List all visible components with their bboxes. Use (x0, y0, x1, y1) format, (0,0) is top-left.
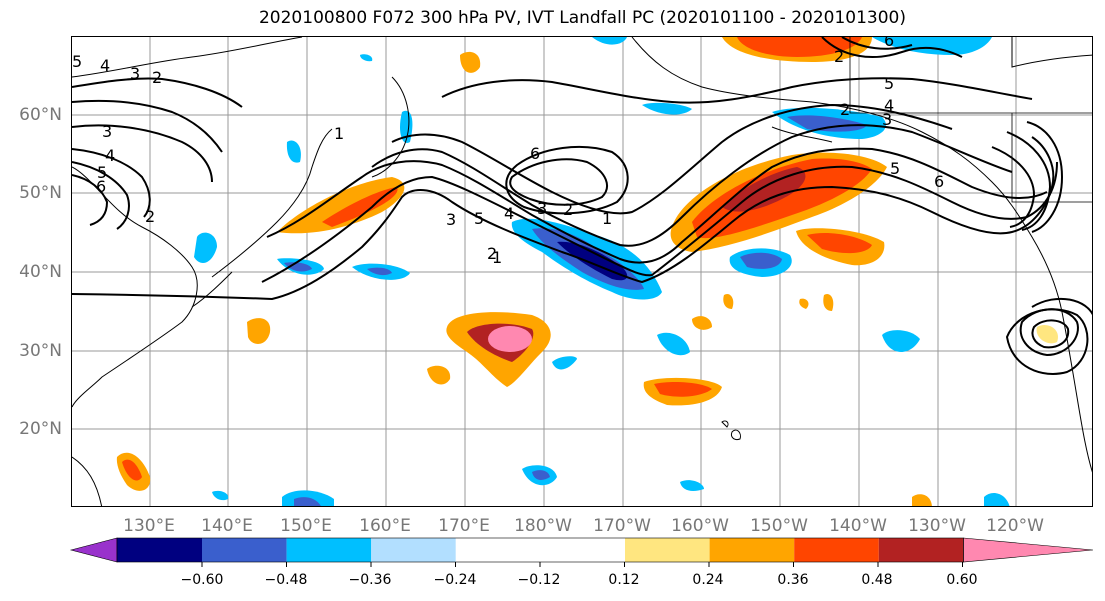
lon-label-170w: 170°W (593, 516, 651, 536)
lat-label-40n: 40°N (19, 262, 62, 282)
colorbar-segment (540, 538, 625, 562)
lon-label-160w: 160°W (671, 516, 729, 536)
colorbar-segment (371, 538, 456, 562)
contour-label: 1 (492, 248, 502, 267)
colorbar-tick-label: −0.24 (433, 572, 477, 588)
contour-label: 2 (487, 244, 497, 263)
contour-label: 1 (334, 124, 344, 143)
contour-label: 4 (105, 146, 115, 165)
lon-label-150e: 150°E (280, 516, 332, 536)
colorbar-segment (117, 538, 202, 562)
contour-label: 2 (152, 68, 162, 87)
lon-label-130w: 130°W (908, 516, 966, 536)
contour-label: 5 (474, 209, 484, 228)
lon-label-120w: 120°W (986, 516, 1044, 536)
lat-label-50n: 50°N (19, 183, 62, 203)
colorbar-tick-label: −0.12 (517, 572, 561, 588)
colorbar-segment (455, 538, 541, 562)
lon-label-130e: 130°E (123, 516, 175, 536)
contour-label: 5 (890, 159, 900, 178)
lon-label-140e: 140°E (201, 516, 253, 536)
contour-label: 6 (934, 172, 944, 191)
contour-label: 5 (72, 52, 82, 71)
lon-label-140w: 140°W (829, 516, 887, 536)
colorbar-extend-min (69, 537, 118, 563)
contour-label: 3 (537, 199, 547, 218)
state-borders (849, 37, 1092, 203)
contour-label: 2 (834, 47, 844, 66)
lon-label-180w: 180°W (514, 516, 572, 536)
colorbar-segment (202, 538, 287, 562)
colorbar-extend-max (963, 537, 1094, 563)
colorbar-tick-label: 0.12 (608, 572, 640, 588)
contour-label: 4 (884, 96, 894, 115)
contour-label: 3 (882, 110, 892, 129)
lon-label-150w: 150°W (750, 516, 808, 536)
contour-label: 3 (102, 122, 112, 141)
colorbar-segments (69, 537, 1094, 567)
ivt-contours (72, 37, 1092, 375)
map-title: 2020100800 F072 300 hPa PV, IVT Landfall… (258, 8, 906, 28)
lat-label-60n: 60°N (19, 105, 62, 125)
colorbar-tick-label: −0.60 (180, 572, 224, 588)
colorbar-tick-label: 0.36 (777, 572, 809, 588)
contour-label: 4 (100, 56, 110, 75)
colorbar-tick-label: −0.36 (348, 572, 392, 588)
colorbar-tick-label: 0.48 (861, 572, 893, 588)
lon-label-160e: 160°E (359, 516, 411, 536)
colorbar-segment (286, 538, 372, 562)
contour-label: 3 (446, 210, 456, 229)
contour-label: 3 (130, 64, 140, 83)
colorbar-tick-label: 0.60 (946, 572, 978, 588)
contour-label: 6 (884, 37, 894, 50)
contour-label: 4 (504, 204, 514, 223)
contour-label: 5 (97, 163, 107, 182)
lon-label-170e: 170°E (438, 516, 490, 536)
colorbar-segment (625, 538, 710, 562)
contour-label: 2 (563, 200, 573, 219)
colorbar-segment (794, 538, 879, 562)
contour-label: 2 (840, 100, 850, 119)
colorbar-outline (116, 537, 964, 563)
contour-label: 5 (884, 74, 894, 93)
colorbar-tick-label: 0.24 (692, 572, 724, 588)
contour-label: 1 (602, 209, 612, 228)
colorbar-segment (878, 538, 964, 562)
lat-label-20n: 20°N (19, 419, 62, 439)
contour-label: 2 (145, 207, 155, 226)
colorbar-segment (709, 538, 795, 562)
gridlines (72, 37, 1092, 506)
lat-label-30n: 30°N (19, 341, 62, 361)
colorbar-tick-label: −0.48 (264, 572, 308, 588)
contour-label: 6 (530, 144, 540, 163)
contour-label: 6 (96, 177, 106, 196)
